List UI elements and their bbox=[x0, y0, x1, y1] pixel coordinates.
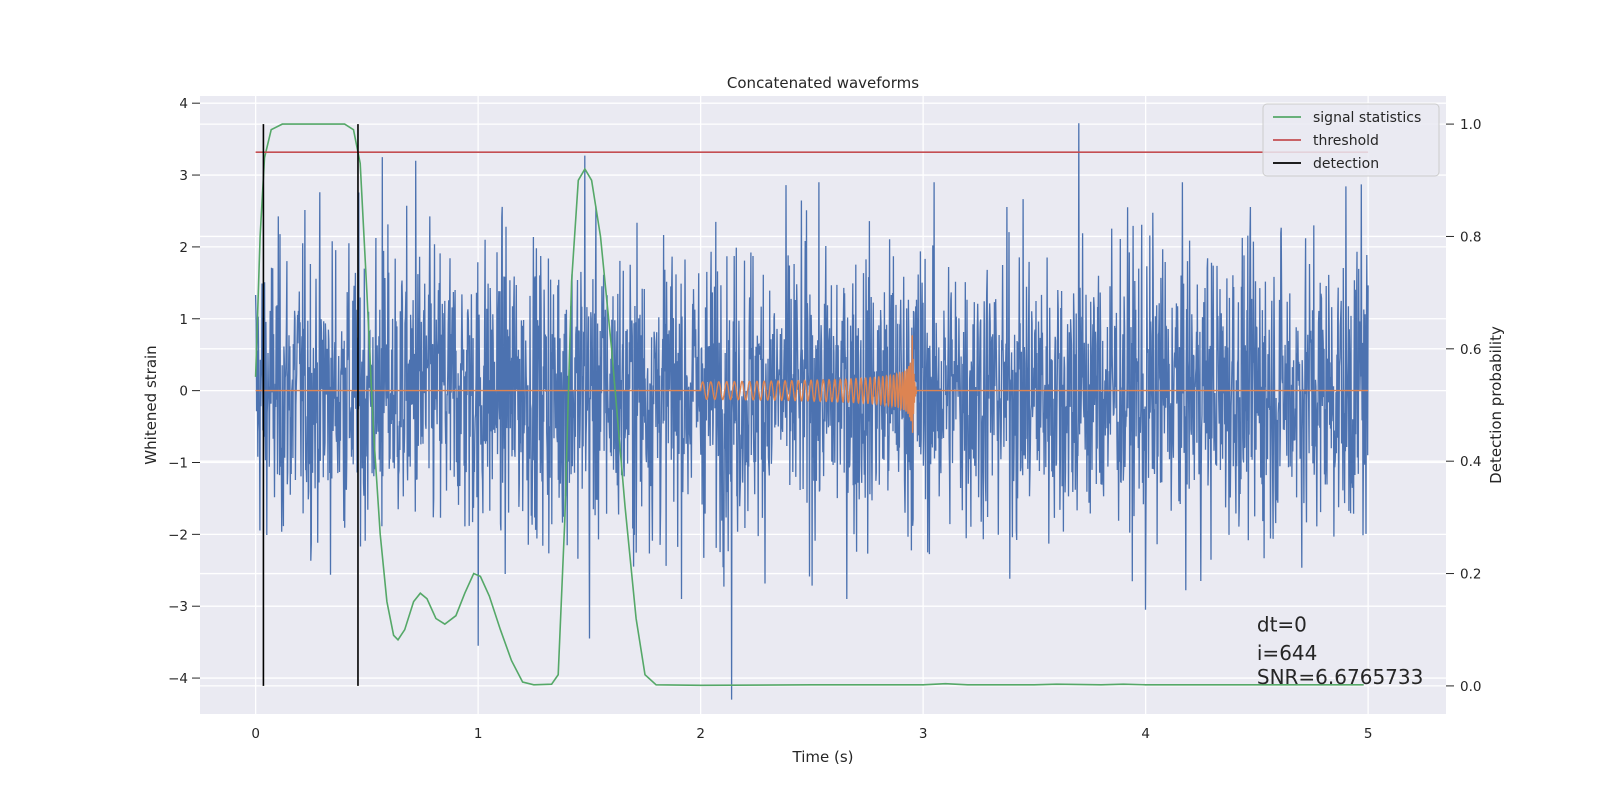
y-tick-label: 1 bbox=[179, 312, 188, 328]
y-tick-label: 4 bbox=[179, 96, 188, 112]
chart-title: Concatenated waveforms bbox=[727, 74, 919, 92]
legend-label: detection bbox=[1313, 156, 1379, 172]
annotation-text: dt=0 bbox=[1257, 612, 1307, 636]
x-tick-label: 0 bbox=[251, 726, 260, 742]
legend-box bbox=[1262, 103, 1440, 177]
legend-label: threshold bbox=[1313, 133, 1379, 149]
whitened-strain-line bbox=[254, 123, 1369, 700]
y2-tick-label: 1.0 bbox=[1460, 117, 1481, 133]
y2-axis-label: Detection probability bbox=[1487, 326, 1505, 484]
x-tick-label: 4 bbox=[1141, 726, 1150, 742]
y2-tick-label: 0.6 bbox=[1460, 342, 1481, 358]
annotation-text: SNR=6.6765733 bbox=[1257, 665, 1423, 689]
y2-tick-label: 0.0 bbox=[1460, 679, 1481, 695]
y-tick-label: −3 bbox=[168, 599, 188, 615]
y-tick-label: 0 bbox=[179, 384, 188, 400]
y-tick-label: −2 bbox=[168, 527, 188, 543]
x-tick-label: 1 bbox=[474, 726, 483, 742]
signal-statistics-line bbox=[254, 123, 1364, 687]
x-axis-label: Time (s) bbox=[792, 748, 854, 766]
x-tick-label: 2 bbox=[696, 726, 705, 742]
x-tick-label: 3 bbox=[919, 726, 928, 742]
legend-label: signal statistics bbox=[1313, 110, 1421, 126]
y-tick-label: −4 bbox=[168, 671, 188, 687]
y-tick-label: 3 bbox=[179, 168, 188, 184]
annotation-text: i=644 bbox=[1257, 641, 1318, 665]
template-waveform-line bbox=[255, 335, 1369, 433]
y2-tick-label: 0.4 bbox=[1460, 454, 1481, 470]
tick-labels: 0 1 2 3 4 5 −4 −3 −2 −1 0 1 2 3 4 0.0 0.2 0.4 0.6 0.8 1.0 bbox=[168, 96, 1481, 742]
y-axis-label: Whitened strain bbox=[142, 345, 160, 464]
y-tick-label: −1 bbox=[168, 455, 188, 471]
legend: signal statistics threshold detection bbox=[1262, 103, 1440, 177]
y2-tick-label: 0.2 bbox=[1460, 567, 1481, 583]
y-tick-label: 2 bbox=[179, 240, 188, 256]
probability-layer bbox=[254, 123, 1369, 687]
y2-tick-label: 0.8 bbox=[1460, 229, 1481, 245]
x-tick-label: 5 bbox=[1364, 726, 1373, 742]
